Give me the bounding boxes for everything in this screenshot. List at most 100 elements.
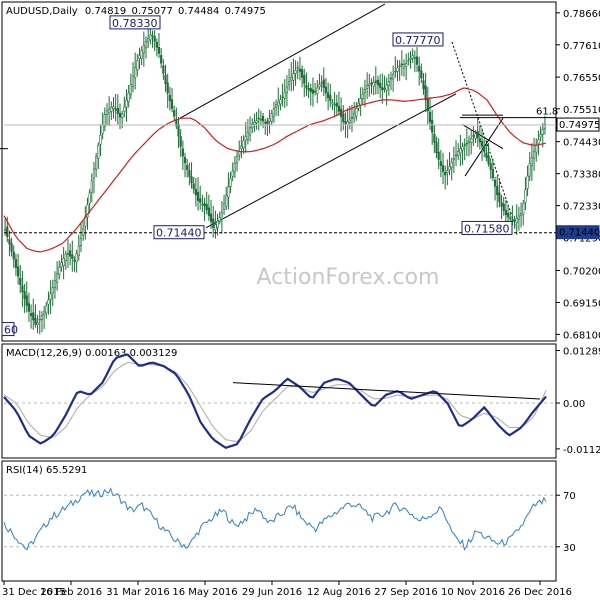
candle-body (426, 98, 429, 112)
candle-body (29, 313, 33, 317)
candle-body (329, 95, 332, 102)
candle-body (424, 85, 427, 101)
candle-body (179, 136, 182, 147)
candle-body (439, 161, 442, 166)
macd-y-tick-label: -0.011253 (563, 445, 600, 456)
x-tick-label: 26 Dec 2016 (508, 587, 572, 598)
candle-body (114, 108, 117, 111)
macd-y-tick-label: 0.012894 (563, 347, 600, 358)
candle-body (530, 156, 534, 166)
candle-body (274, 104, 278, 108)
candle-body (333, 104, 336, 106)
candle-body (27, 303, 31, 312)
candle-body (242, 140, 245, 149)
candle-body (40, 315, 44, 320)
candle-body (60, 262, 63, 268)
candle-body (522, 203, 525, 215)
candle-body (298, 68, 302, 72)
candle-body (539, 134, 542, 138)
candle-body (121, 113, 124, 118)
candle-body (235, 156, 239, 164)
candle-body (218, 217, 221, 222)
candle-body (543, 123, 547, 130)
timeframe-label: Daily (52, 6, 77, 17)
rsi-layer (3, 487, 556, 551)
candle-body (431, 119, 434, 133)
candle-body (428, 111, 432, 123)
rsi-title: RSI(14) 65.5291 (6, 465, 87, 476)
candle-body (379, 82, 382, 88)
candle-body (75, 253, 78, 263)
candle-body (335, 102, 338, 107)
candle-body (194, 188, 197, 196)
candle-body (283, 91, 286, 99)
macd-title: MACD(12,26,9) 0.00163 0.003129 (6, 348, 177, 359)
candle-body (21, 285, 24, 293)
candle-body (396, 67, 399, 72)
candle-body (12, 251, 15, 260)
candle-body (541, 129, 544, 135)
candle-body (509, 217, 512, 220)
candle-body (435, 142, 438, 153)
candle-body (287, 81, 291, 86)
candle-body (82, 228, 85, 236)
candle-body (162, 65, 165, 74)
candle-body (233, 162, 236, 173)
candle-body (138, 55, 141, 60)
candle-body (261, 115, 265, 122)
rsi-y-tick-label: 70 (563, 491, 576, 502)
candle-body (88, 192, 91, 204)
x-tick-label: 31 Dec 2015 (2, 587, 66, 598)
macd-panel-frame (1, 343, 557, 459)
candle-body (385, 84, 388, 91)
candle-body (463, 144, 466, 146)
candle-body (400, 63, 403, 66)
candle-body (290, 76, 293, 81)
candle-body (34, 317, 37, 325)
candle-body (491, 169, 494, 178)
candle-body (268, 118, 271, 122)
candle-body (459, 148, 462, 154)
candle-body (105, 110, 109, 115)
x-tick-label: 16 Feb 2016 (40, 587, 102, 598)
candle-body (420, 70, 423, 79)
ohlc-high: 0.75077 (131, 6, 172, 17)
candle-body (398, 65, 401, 68)
candle-body (131, 75, 135, 87)
candle-body (483, 146, 486, 152)
candle-body (446, 170, 449, 174)
candle-body (229, 178, 232, 187)
ohlc-low: 0.74484 (178, 6, 219, 17)
candles (3, 23, 547, 335)
candle-body (201, 203, 204, 206)
candle-body (45, 305, 48, 314)
candle-body (450, 161, 453, 169)
candle-body (216, 220, 219, 228)
moving-average (3, 87, 547, 253)
candle-body (270, 113, 273, 122)
candle-body (58, 266, 61, 275)
candle-body (248, 127, 252, 136)
candle-body (368, 83, 371, 86)
candle-body (181, 148, 184, 157)
candle-body (528, 162, 531, 177)
x-tick-label: 31 Mar 2016 (106, 587, 169, 598)
candle-body (353, 113, 356, 119)
candle-body (448, 166, 451, 171)
channel-upper-line (179, 3, 386, 119)
candle-body (123, 106, 126, 112)
candle-body (140, 50, 143, 59)
candle-body (207, 207, 210, 216)
candle-body (188, 170, 191, 177)
annotation-box (392, 32, 444, 47)
candle-body (337, 105, 341, 112)
candle-body (186, 165, 189, 171)
candle-body (240, 145, 243, 149)
candle-body (322, 79, 325, 88)
candle-body (142, 44, 145, 54)
candle-body (168, 94, 171, 102)
candle-body (266, 120, 269, 125)
